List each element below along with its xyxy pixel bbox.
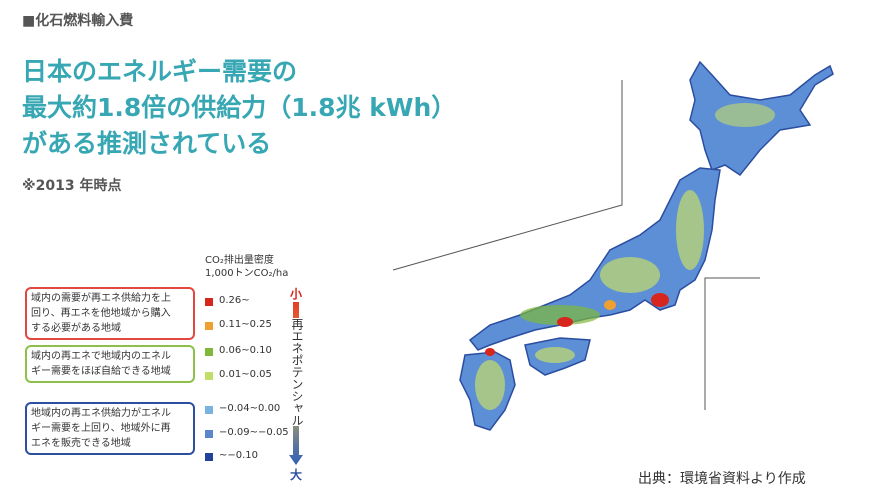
legend-swatch	[205, 372, 213, 380]
legend-group: 域内の再エネで地域内のエネル ギー需要をほぼ自給できる地域	[25, 345, 195, 383]
legend-swatch	[205, 298, 213, 306]
legend-swatch	[205, 348, 213, 356]
legend-group-text: 域内の再エネで地域内のエネル	[31, 351, 171, 362]
legend-group-text: 地域内の再エネ供給力がエネル	[31, 408, 171, 419]
legend-label: 0.06~0.10	[219, 345, 272, 356]
legend-label: ~−0.10	[219, 450, 259, 461]
title-line: がある推測されている	[22, 129, 272, 158]
legend-label: 0.11~0.25	[219, 319, 272, 330]
legend-label: −0.04~0.00	[219, 403, 281, 414]
japan-map	[459, 60, 834, 431]
legend-swatch	[205, 453, 213, 461]
legend-swatch	[205, 322, 213, 330]
legend-group-text: する必要がある地域	[31, 323, 121, 334]
map-frame-lines	[392, 80, 760, 410]
legend-swatch	[205, 430, 213, 438]
header-label: ■化石燃料輸入費	[22, 13, 134, 29]
legend-group-text: ギー需要を上回り、地域外に再	[31, 423, 171, 434]
source: 出典：環境省資料より作成	[638, 471, 806, 487]
title-line: 日本のエネルギー需要の	[22, 57, 298, 86]
legend-group-text: ギー需要をほぼ自給できる地域	[31, 366, 171, 377]
legend-label: 0.26~	[219, 295, 250, 306]
scale-low: 小	[290, 287, 303, 301]
note: ※2013 年時点	[22, 178, 122, 194]
scale-label: 再エネポテンシャル	[289, 318, 306, 426]
legend-group-text: 域内の需要が再エネ供給力を上	[31, 293, 171, 304]
map-patches	[475, 103, 775, 410]
legend-swatch	[205, 406, 213, 414]
legend-title: 1,000トンCO₂/ha	[205, 268, 289, 279]
legend-group-text: 回り、再エネを他地域から購入	[31, 308, 171, 319]
legend-group: 地域内の再エネ供給力がエネル ギー需要を上回り、地域外に再 エネを販売できる地域	[25, 402, 195, 455]
legend-group: 域内の需要が再エネ供給力を上 回り、再エネを他地域から購入 する必要がある地域	[25, 287, 195, 340]
scale-high: 大	[290, 468, 303, 482]
legend-title: CO₂排出量密度	[205, 255, 274, 266]
legend-label: 0.01~0.05	[219, 369, 272, 380]
title-line: 最大約1.8倍の供給力（1.8兆 kWh）	[22, 93, 457, 122]
legend-label: −0.09~−0.05	[219, 427, 289, 438]
legend-group-text: エネを販売できる地域	[31, 438, 131, 449]
